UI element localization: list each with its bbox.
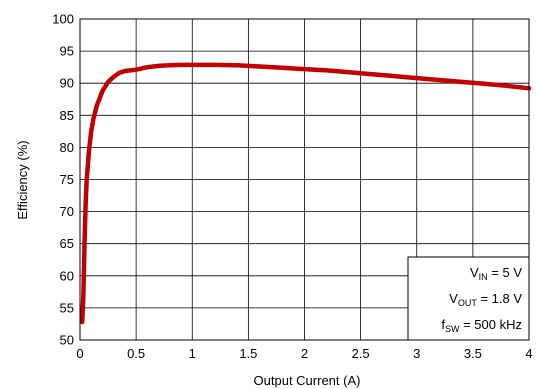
y-axis-ticks: 50 55 60 65 70 75 80 85 90 95 100 bbox=[52, 12, 74, 348]
y-axis-label: Efficiency (%) bbox=[15, 140, 30, 219]
legend-vout: VOUT = 1.8 V bbox=[449, 291, 522, 308]
plot-frame bbox=[79, 18, 530, 341]
y-tick-label: 100 bbox=[52, 12, 74, 27]
y-tick-label: 70 bbox=[60, 204, 74, 219]
y-tick-label: 65 bbox=[60, 236, 74, 251]
x-axis-label: Output Current (A) bbox=[254, 373, 361, 388]
y-tick-label: 55 bbox=[60, 300, 74, 315]
x-tick-label: 3 bbox=[413, 346, 420, 361]
y-tick-label: 75 bbox=[60, 172, 74, 187]
x-tick-label: 1.5 bbox=[239, 346, 257, 361]
y-tick-label: 85 bbox=[60, 108, 74, 123]
x-tick-label: 1 bbox=[189, 346, 196, 361]
efficiency-curve bbox=[79, 62, 532, 325]
y-tick-label: 95 bbox=[60, 44, 74, 59]
y-tick-label: 80 bbox=[60, 140, 74, 155]
x-tick-label: 2.5 bbox=[352, 346, 370, 361]
x-tick-label: 0 bbox=[76, 346, 83, 361]
legend-fsw: fSW = 500 kHz bbox=[441, 317, 522, 334]
x-axis-ticks: 0 0.5 1 1.5 2 2.5 3 3.5 4 bbox=[76, 346, 532, 361]
y-tick-label: 50 bbox=[60, 333, 74, 348]
series-layer bbox=[79, 62, 532, 325]
x-tick-label: 0.5 bbox=[127, 346, 145, 361]
legend-box: VIN = 5 V VOUT = 1.8 V fSW = 500 kHz bbox=[407, 256, 530, 341]
x-tick-label: 4 bbox=[525, 346, 532, 361]
x-tick-label: 2 bbox=[301, 346, 308, 361]
y-tick-label: 60 bbox=[60, 268, 74, 283]
legend-vin: VIN = 5 V bbox=[470, 265, 522, 282]
x-tick-label: 3.5 bbox=[464, 346, 482, 361]
y-tick-label: 90 bbox=[60, 76, 74, 91]
